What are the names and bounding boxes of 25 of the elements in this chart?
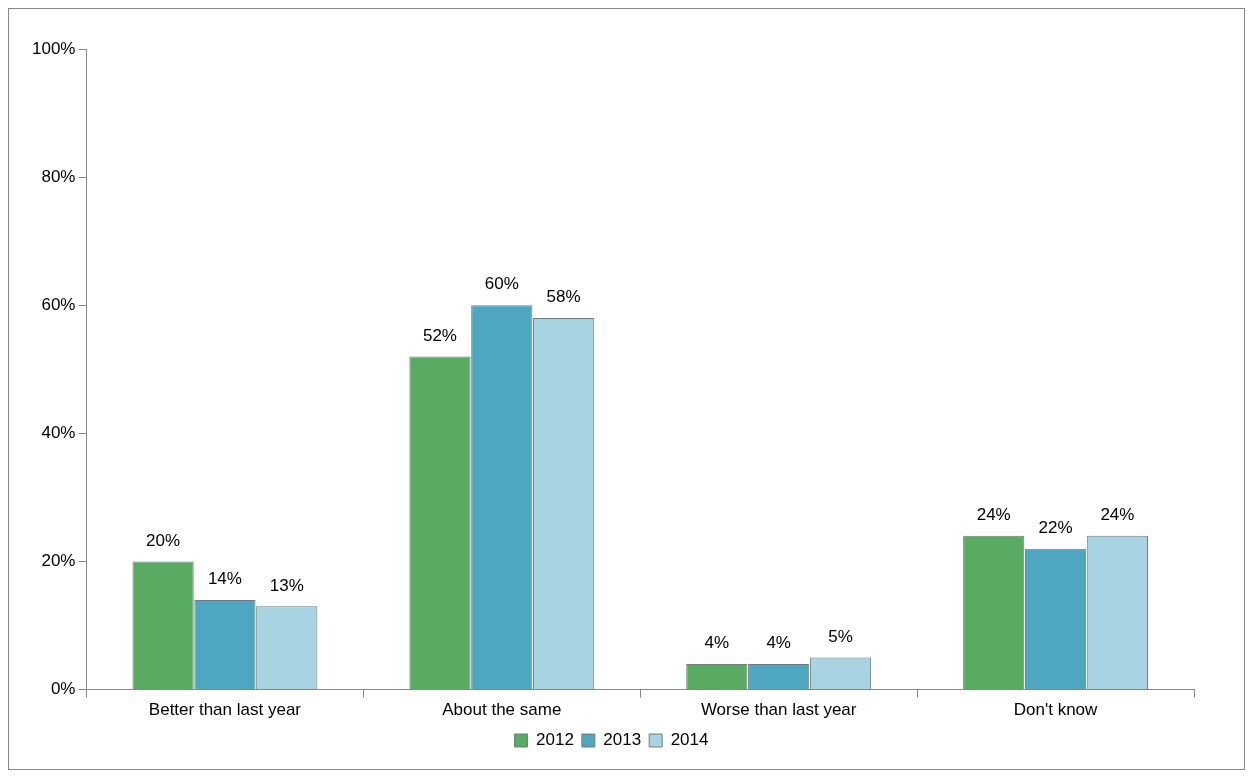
data-label: 60% [484, 274, 519, 294]
y-tick-label: 60% [41, 294, 76, 314]
y-tick-label: 80% [41, 166, 76, 186]
x-tick-label: Better than last year [148, 700, 302, 720]
data-label: 4% [704, 633, 730, 653]
data-label: 24% [976, 505, 1011, 525]
x-tick-label: Don't know [1013, 700, 1099, 720]
legend-label: 2014 [670, 730, 709, 750]
data-label: 24% [1100, 505, 1135, 525]
x-tick-label: Worse than last year [700, 700, 857, 720]
data-label: 52% [422, 325, 457, 345]
x-tick-label: About the same [442, 700, 562, 720]
data-label: 22% [1038, 517, 1073, 537]
data-label: 4% [766, 633, 791, 653]
y-tick-label: 100% [32, 38, 76, 58]
y-tick-label: 0% [50, 679, 76, 699]
legend-label: 2013 [603, 730, 642, 750]
data-label: 5% [828, 626, 853, 646]
data-label: 58% [546, 287, 581, 307]
y-tick-label: 40% [41, 423, 76, 443]
data-label: 14% [207, 569, 242, 589]
legend-label: 2012 [536, 730, 574, 750]
data-label: 20% [146, 530, 181, 550]
y-tick-label: 20% [41, 551, 76, 571]
data-label: 13% [269, 575, 304, 595]
